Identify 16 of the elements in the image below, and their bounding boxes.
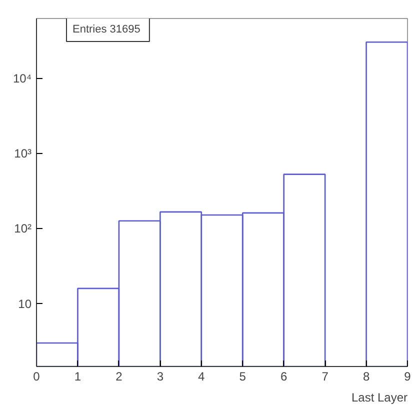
x-tick-label: 0 bbox=[33, 370, 40, 384]
y-tick-label: 10² bbox=[14, 222, 32, 236]
x-tick-label: 6 bbox=[280, 370, 288, 384]
x-axis-title: Last Layer bbox=[351, 390, 408, 404]
x-tick-label: 4 bbox=[198, 370, 206, 384]
y-tick-label: 10 bbox=[18, 296, 32, 311]
x-tick-label: 5 bbox=[239, 370, 246, 384]
x-tick-label: 2 bbox=[116, 370, 123, 384]
y-tick-label: 10⁴ bbox=[12, 72, 32, 86]
x-tick-label: 8 bbox=[362, 370, 370, 384]
x-tick-label: 7 bbox=[322, 370, 329, 384]
y-tick-label: 10³ bbox=[14, 146, 32, 161]
x-tick-label: 9 bbox=[404, 370, 412, 384]
annotation: Entries 31695 bbox=[72, 24, 140, 36]
x-tick-label: 3 bbox=[156, 370, 164, 384]
x-tick-label: 1 bbox=[74, 370, 82, 384]
